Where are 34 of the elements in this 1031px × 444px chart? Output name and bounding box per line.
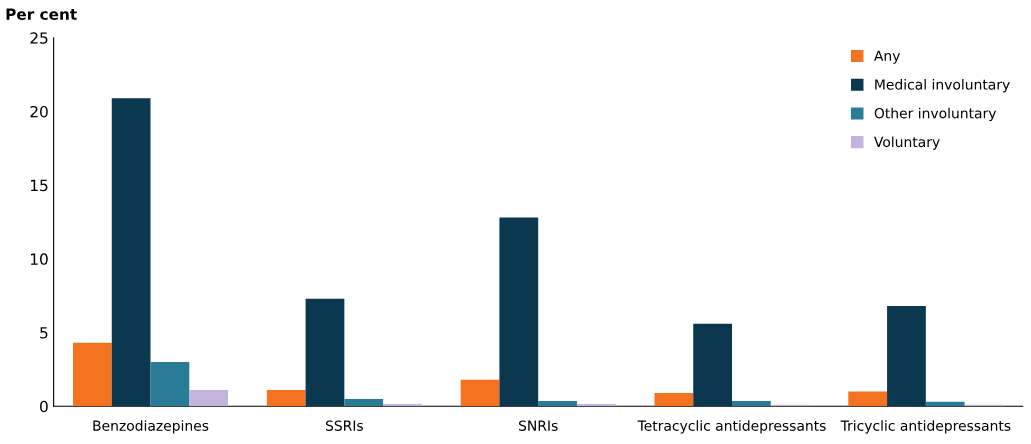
bar [848, 391, 888, 407]
bar [538, 401, 577, 407]
x-tick-label: Tricyclic antidepressants [840, 420, 1011, 434]
bar [887, 306, 926, 407]
bar [576, 404, 616, 407]
bar [305, 298, 345, 407]
y-tick-label: 20 [30, 105, 48, 118]
bar [72, 342, 112, 407]
bar [732, 401, 771, 407]
x-tick-label: Benzodiazepines [93, 420, 209, 434]
legend-label: Voluntary [874, 136, 940, 150]
y-tick-label: 0 [40, 400, 48, 413]
x-tick-label: SNRIs [519, 420, 558, 431]
y-tick-label: 15 [30, 179, 48, 192]
y-tick-label: 5 [40, 327, 48, 339]
bar [111, 98, 151, 407]
bar [189, 390, 229, 407]
bar [266, 390, 306, 407]
legend-label: Medical involuntary [875, 78, 1010, 93]
bar [654, 392, 694, 407]
bar [925, 401, 965, 407]
bar [344, 398, 384, 407]
x-tick-label: Tetracyclic antidepressants [637, 420, 826, 434]
x-tick-label: SSRIs [325, 420, 363, 431]
bar [383, 404, 422, 407]
bar [499, 217, 539, 407]
bar [693, 323, 733, 407]
bar [150, 362, 190, 407]
legend-label: Any [874, 50, 901, 64]
bar [460, 379, 500, 407]
y-axis-title: Per cent [6, 8, 77, 20]
y-tick-label: 10 [30, 253, 48, 265]
legend-label: Other involuntary [874, 107, 997, 122]
y-tick-label: 25 [30, 32, 48, 44]
